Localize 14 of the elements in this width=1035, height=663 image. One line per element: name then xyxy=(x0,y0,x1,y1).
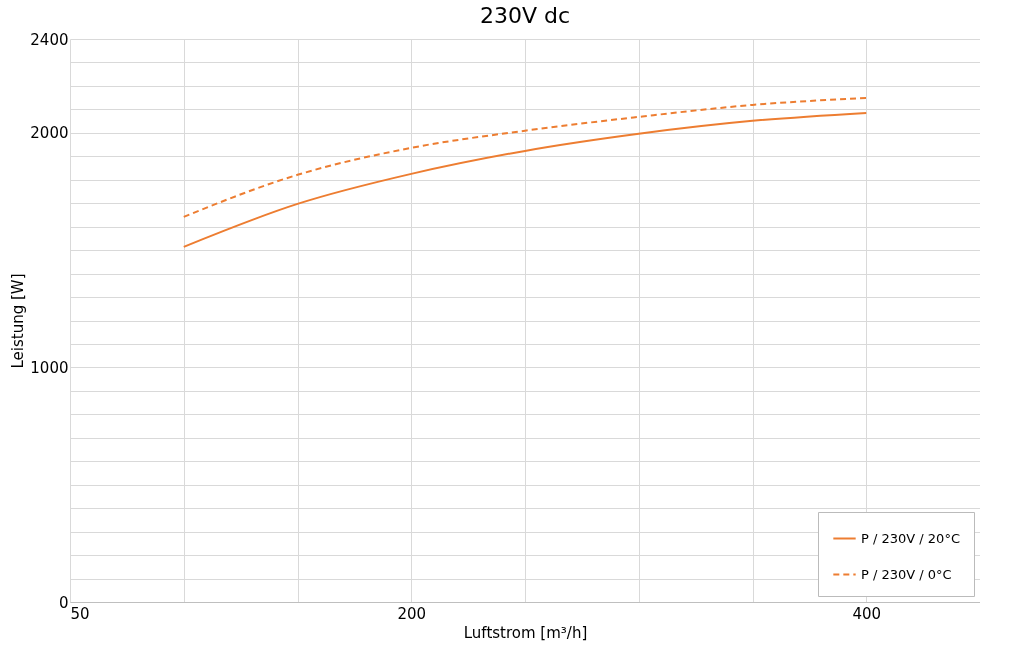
line-series xyxy=(182,111,868,248)
x-tick-label: 200 xyxy=(397,604,427,623)
y-tick-label: 2000 xyxy=(30,124,69,143)
chart-title: 230V dc xyxy=(479,3,571,28)
y-tick-label: 2400 xyxy=(30,30,69,49)
x-axis-title: Luftstrom [m³/h] xyxy=(463,623,588,642)
legend-label: P / 230V / 0°C xyxy=(861,566,952,582)
legend-label: P / 230V / 20°C xyxy=(861,530,960,546)
y-axis-title: Leistung [W] xyxy=(9,273,28,369)
y-tick-label: 0 xyxy=(58,593,69,612)
x-tick-label: 400 xyxy=(852,604,882,623)
y-tick-label: 1000 xyxy=(30,358,69,377)
line-series xyxy=(182,96,868,218)
x-tick-label: 50 xyxy=(70,604,90,623)
